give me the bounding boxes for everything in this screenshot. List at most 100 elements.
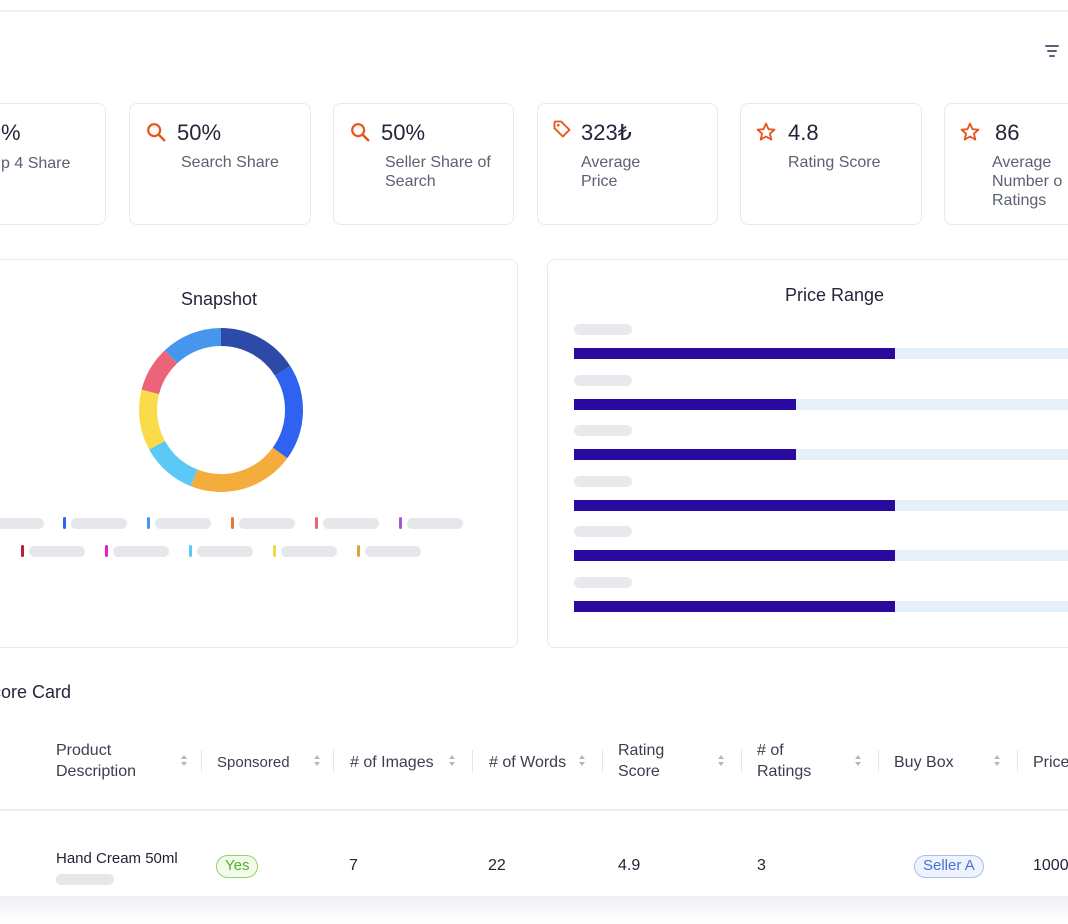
legend-swatch [315, 517, 318, 529]
legend-swatch [189, 545, 192, 557]
kpi-card-search-share: 50% Search Share [129, 103, 311, 225]
price-range-track [574, 348, 1068, 359]
filter-icon-line [1049, 55, 1055, 57]
table-header-divider [0, 809, 1068, 811]
column-divider [741, 750, 742, 772]
price-range-bar [574, 398, 797, 410]
snapshot-panel [0, 259, 518, 648]
donut-segment-6 [164, 328, 222, 364]
legend-swatch [231, 517, 234, 529]
sort-icon[interactable] [313, 754, 322, 768]
sort-icon[interactable] [180, 754, 189, 768]
legend-label-placeholder [239, 518, 295, 529]
price-range-bar [574, 449, 797, 460]
column-divider [472, 750, 473, 772]
sort-icon[interactable] [717, 754, 726, 768]
bottom-shadow [0, 896, 1068, 924]
buy-box-badge: Seller A [914, 855, 984, 878]
cell-words: 22 [488, 857, 506, 874]
kpi-card-average-price: 323₺ Average Price [537, 103, 718, 225]
legend-label-placeholder [71, 518, 127, 529]
legend-label-placeholder [365, 546, 421, 557]
donut-segment-5 [141, 350, 178, 395]
sort-icon[interactable] [448, 754, 457, 768]
donut-segment-0 [220, 328, 291, 376]
score-card-title: core Card [0, 682, 72, 702]
kpi-value: 323₺ [581, 120, 632, 145]
kpi-card-average-ratings: 86 Average Number o Ratings [944, 103, 1068, 225]
kpi-label: Seller Share of Search [385, 154, 491, 190]
price-range-bar [574, 348, 896, 359]
column-buy-box[interactable]: Buy Box [894, 754, 954, 771]
price-range-track [574, 398, 1068, 410]
donut-segment-2 [190, 447, 288, 492]
column-product-description[interactable]: Product Description [56, 742, 137, 780]
price-range-track [574, 550, 1068, 561]
cell-product-subtext-placeholder [56, 874, 114, 885]
legend-label-placeholder [155, 518, 211, 529]
price-range-bar [574, 499, 896, 511]
filter-icon-line [1047, 50, 1057, 52]
legend-swatch [105, 545, 108, 557]
cell-product: Hand Cream 50ml [56, 850, 178, 867]
donut-segment-4 [139, 389, 166, 450]
kpi-value: 4.8 [788, 120, 819, 145]
star-icon [756, 122, 776, 141]
price-range-label-placeholder [574, 526, 632, 537]
kpi-label: Average Number o Ratings [992, 154, 1063, 209]
kpi-label: Search Share [181, 154, 279, 171]
legend-label-placeholder [29, 546, 85, 557]
price-range-label-placeholder [574, 475, 632, 487]
legend-swatch [21, 545, 24, 557]
legend-label-placeholder [323, 518, 379, 529]
legend-swatch [273, 545, 276, 557]
cell-price: 1000 [1033, 857, 1068, 874]
price-range-track [574, 600, 1068, 612]
column-ratings[interactable]: # of Ratings [757, 742, 812, 780]
price-range-track [574, 499, 1068, 511]
filter-icon-line [1045, 45, 1059, 47]
donut-segment-1 [272, 366, 303, 459]
price-range-label-placeholder [574, 576, 632, 588]
sort-icon[interactable] [993, 754, 1002, 768]
column-words[interactable]: # of Words [489, 754, 567, 771]
price-range-label-placeholder [574, 425, 632, 436]
legend-swatch [147, 517, 150, 529]
column-divider [201, 750, 202, 772]
column-images[interactable]: # of Images [350, 754, 434, 771]
kpi-value: 50% [177, 120, 222, 145]
cell-ratings: 3 [757, 857, 766, 874]
legend-swatch [357, 545, 360, 557]
sort-icon[interactable] [854, 754, 863, 768]
price-range-title: Price Range [785, 285, 885, 305]
sort-icon[interactable] [578, 754, 587, 768]
star-icon [960, 122, 980, 141]
kpi-card-top-share: % p 4 Share [0, 103, 106, 225]
column-divider [878, 750, 879, 772]
column-sponsored[interactable]: Sponsored [217, 754, 290, 771]
price-range-track [574, 449, 1068, 460]
column-divider [602, 750, 603, 772]
column-rating-score[interactable]: Rating Score [618, 742, 665, 780]
legend-label-placeholder [197, 546, 253, 557]
legend-label-placeholder [407, 518, 463, 529]
snapshot-title: Snapshot [181, 289, 258, 309]
kpi-card-seller-share: 50% Seller Share of Search [333, 103, 514, 225]
cell-images: 7 [349, 857, 358, 874]
kpi-value: 86 [995, 120, 1020, 145]
kpi-label: Average Price [581, 154, 641, 190]
kpi-label: Rating Score [788, 154, 881, 171]
legend-label-placeholder [281, 546, 337, 557]
legend-label-placeholder [113, 546, 169, 557]
price-range-bar [574, 550, 896, 561]
donut-segment-3 [149, 440, 198, 487]
top-divider [0, 10, 1068, 12]
tag-icon [553, 120, 571, 138]
legend-label-placeholder [0, 518, 44, 529]
column-divider [333, 750, 334, 772]
column-price[interactable]: Price [1033, 754, 1068, 771]
column-divider [1017, 750, 1018, 772]
price-range-label-placeholder [574, 374, 632, 386]
filter-icon[interactable] [1043, 42, 1061, 58]
kpi-card-rating-score: 4.8 Rating Score [740, 103, 922, 225]
